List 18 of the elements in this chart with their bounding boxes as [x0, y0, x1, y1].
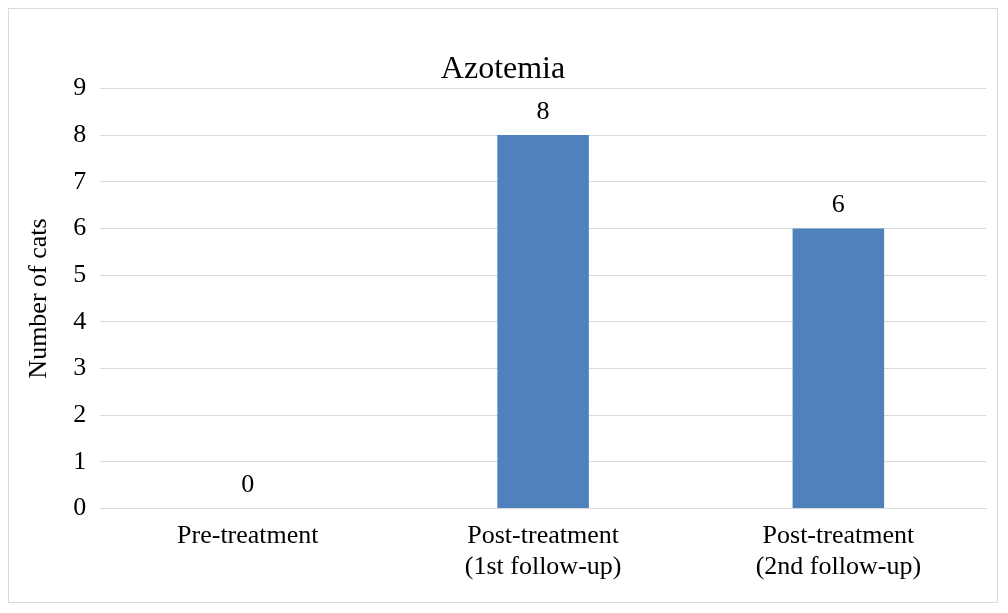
data-label: 0 — [241, 469, 255, 499]
chart-title: Azotemia — [440, 48, 566, 85]
y-tick-label: 4 — [73, 305, 87, 335]
x-tick-label: Pre-treatment — [177, 520, 320, 550]
data-label: 6 — [831, 189, 845, 219]
y-tick-label: 1 — [73, 445, 87, 475]
y-tick-label: 7 — [73, 165, 87, 195]
x-tick-label: Post-treatment (2nd follow-up) — [755, 520, 922, 581]
data-label: 8 — [536, 95, 550, 125]
y-tick-label: 3 — [73, 352, 87, 382]
y-tick-label: 0 — [73, 492, 87, 522]
y-tick-label: 2 — [73, 399, 87, 429]
y-tick-label: 9 — [73, 72, 87, 102]
x-tick-label: Post-treatment (1st follow-up) — [464, 520, 622, 581]
y-tick-label: 8 — [73, 118, 87, 148]
y-tick-label: 6 — [73, 212, 87, 242]
y-tick-label: 5 — [73, 258, 87, 288]
y-axis-title: Number of cats — [23, 218, 53, 379]
